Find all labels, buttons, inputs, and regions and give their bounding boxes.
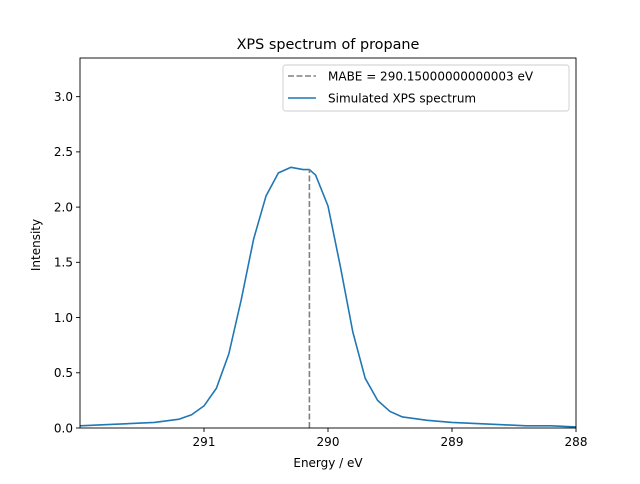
x-tick-label: 289: [441, 435, 464, 449]
y-tick-label: 2.0: [54, 200, 73, 214]
legend: MABE = 290.15000000000003 eV Simulated XP…: [282, 64, 570, 112]
y-tick-label: 0.0: [54, 421, 73, 435]
x-axis-label: Energy / eV: [293, 456, 363, 470]
y-tick-label: 1.5: [54, 256, 73, 270]
y-tick-label: 2.5: [54, 145, 73, 159]
legend-box: [282, 64, 570, 112]
y-axis-label: Intensity: [29, 219, 43, 271]
plot-area: 291 290 289 288 0.0 0.5 1.0 1.5 2.0 2.5 3.0: [54, 57, 588, 449]
series-group: [80, 166, 576, 428]
legend-label: Simulated XPS spectrum: [328, 91, 476, 105]
y-tick-label: 1.0: [54, 311, 73, 325]
x-tick-label: 291: [193, 435, 216, 449]
y-tick-label: 3.0: [54, 90, 73, 104]
x-tick-label: 288: [565, 435, 588, 449]
x-tick-label: 290: [317, 435, 340, 449]
chart-title: XPS spectrum of propane: [237, 37, 420, 53]
y-tick-label: 0.5: [54, 366, 73, 380]
legend-label: MABE = 290.15000000000003 eV: [328, 69, 534, 83]
